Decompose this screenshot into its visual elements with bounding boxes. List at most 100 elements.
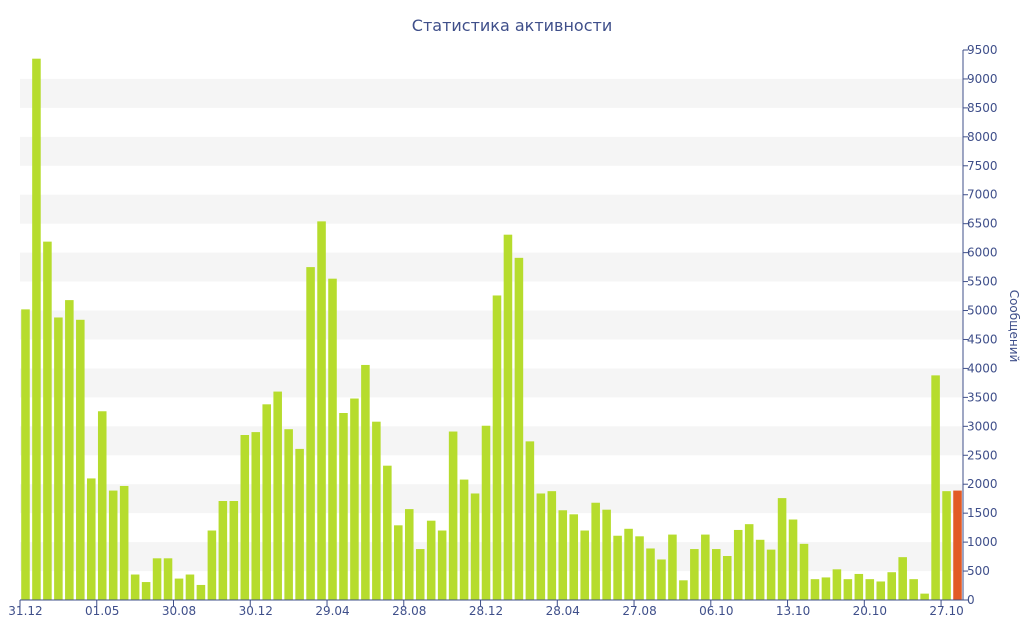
bar bbox=[503, 234, 513, 600]
bar bbox=[437, 530, 447, 600]
y-tick-label: 1000 bbox=[967, 535, 998, 549]
chart-title: Статистика активности bbox=[412, 16, 612, 35]
bar bbox=[536, 493, 546, 600]
x-tick-label: 06.10 bbox=[699, 604, 733, 618]
x-tick-label: 20.10 bbox=[853, 604, 887, 618]
y-tick-label: 3500 bbox=[967, 390, 998, 404]
y-tick-label: 9000 bbox=[967, 72, 998, 86]
bar bbox=[646, 548, 655, 600]
y-tick-label: 0 bbox=[967, 593, 975, 607]
bar bbox=[361, 364, 370, 600]
bar bbox=[668, 534, 677, 600]
bar bbox=[744, 524, 754, 600]
bar bbox=[679, 580, 688, 600]
bar bbox=[108, 490, 118, 600]
grid-band bbox=[20, 310, 963, 340]
bar bbox=[942, 491, 951, 600]
y-tick-label: 7500 bbox=[967, 159, 998, 173]
bar bbox=[547, 491, 557, 600]
bar bbox=[887, 572, 897, 600]
x-tick-label: 28.08 bbox=[392, 604, 426, 618]
bar bbox=[657, 559, 666, 600]
bar bbox=[295, 448, 304, 600]
bar bbox=[163, 558, 173, 600]
bar bbox=[514, 257, 524, 600]
bar bbox=[766, 549, 776, 600]
bar bbox=[569, 514, 579, 600]
y-tick-label: 2000 bbox=[967, 477, 998, 491]
x-tick-label: 28.04 bbox=[546, 604, 580, 618]
bar bbox=[21, 309, 30, 600]
bar bbox=[273, 391, 282, 600]
grid-bands bbox=[20, 78, 963, 572]
bar bbox=[690, 549, 699, 600]
y-axis: 0 500 1000 1500 2000 2500 3000 3500 4000 4500 5000… bbox=[962, 43, 998, 607]
bar bbox=[448, 431, 458, 600]
bar bbox=[810, 579, 820, 600]
bar bbox=[394, 525, 403, 600]
y-tick-label: 8000 bbox=[967, 130, 998, 144]
bar bbox=[54, 317, 63, 600]
y-tick-label: 3000 bbox=[967, 419, 998, 433]
bar bbox=[920, 593, 929, 600]
bar bbox=[854, 573, 864, 600]
bar bbox=[251, 432, 261, 600]
bar bbox=[65, 300, 74, 600]
bar bbox=[86, 478, 96, 600]
x-tick-label: 27.10 bbox=[929, 604, 963, 618]
bar bbox=[130, 574, 140, 600]
bar bbox=[383, 465, 392, 600]
x-tick-label: 30.08 bbox=[162, 604, 196, 618]
bar bbox=[306, 267, 315, 600]
bar-series bbox=[21, 58, 962, 601]
y-tick-label: 500 bbox=[967, 564, 990, 578]
bar bbox=[755, 539, 765, 600]
y-tick-label: 8500 bbox=[967, 101, 998, 115]
bar bbox=[196, 584, 206, 600]
bar bbox=[712, 549, 721, 600]
bar bbox=[832, 569, 842, 600]
bar bbox=[317, 221, 326, 601]
y-tick-label: 5500 bbox=[967, 275, 998, 289]
y-axis-label: Сообщений bbox=[1007, 290, 1021, 363]
bar bbox=[788, 519, 798, 600]
bar bbox=[843, 579, 853, 600]
y-tick-label: 4500 bbox=[967, 332, 998, 346]
bar bbox=[229, 501, 239, 600]
bar bbox=[525, 441, 535, 600]
bar bbox=[459, 479, 469, 600]
grid-band bbox=[20, 542, 963, 572]
bar bbox=[953, 490, 962, 600]
bar bbox=[262, 404, 271, 600]
bar bbox=[284, 429, 293, 600]
bar bbox=[635, 536, 644, 600]
bar bbox=[733, 529, 743, 600]
bar bbox=[481, 425, 491, 600]
bar bbox=[404, 509, 414, 600]
bar bbox=[701, 534, 710, 600]
bar bbox=[97, 411, 107, 600]
bar bbox=[898, 557, 907, 600]
grid-band bbox=[20, 484, 963, 514]
x-tick-label: 13.10 bbox=[776, 604, 810, 618]
grid-band bbox=[20, 136, 963, 166]
x-tick-label: 27.08 bbox=[622, 604, 656, 618]
bar bbox=[613, 535, 622, 600]
bar bbox=[43, 241, 52, 600]
bar bbox=[777, 498, 787, 600]
bar bbox=[722, 556, 732, 600]
bar bbox=[865, 579, 875, 600]
grid-band bbox=[20, 78, 963, 108]
x-axis: 31.12 01.05 30.08 30.12 29.04 28.08 28.12 28.04… bbox=[8, 599, 964, 618]
bar bbox=[602, 509, 611, 600]
bar bbox=[372, 421, 381, 600]
y-tick-label: 2500 bbox=[967, 448, 998, 462]
bar bbox=[909, 579, 918, 600]
bar bbox=[470, 493, 480, 600]
bar bbox=[240, 435, 250, 600]
y-tick-label: 5000 bbox=[967, 304, 998, 318]
bar bbox=[821, 577, 831, 600]
y-tick-label: 6500 bbox=[967, 217, 998, 231]
